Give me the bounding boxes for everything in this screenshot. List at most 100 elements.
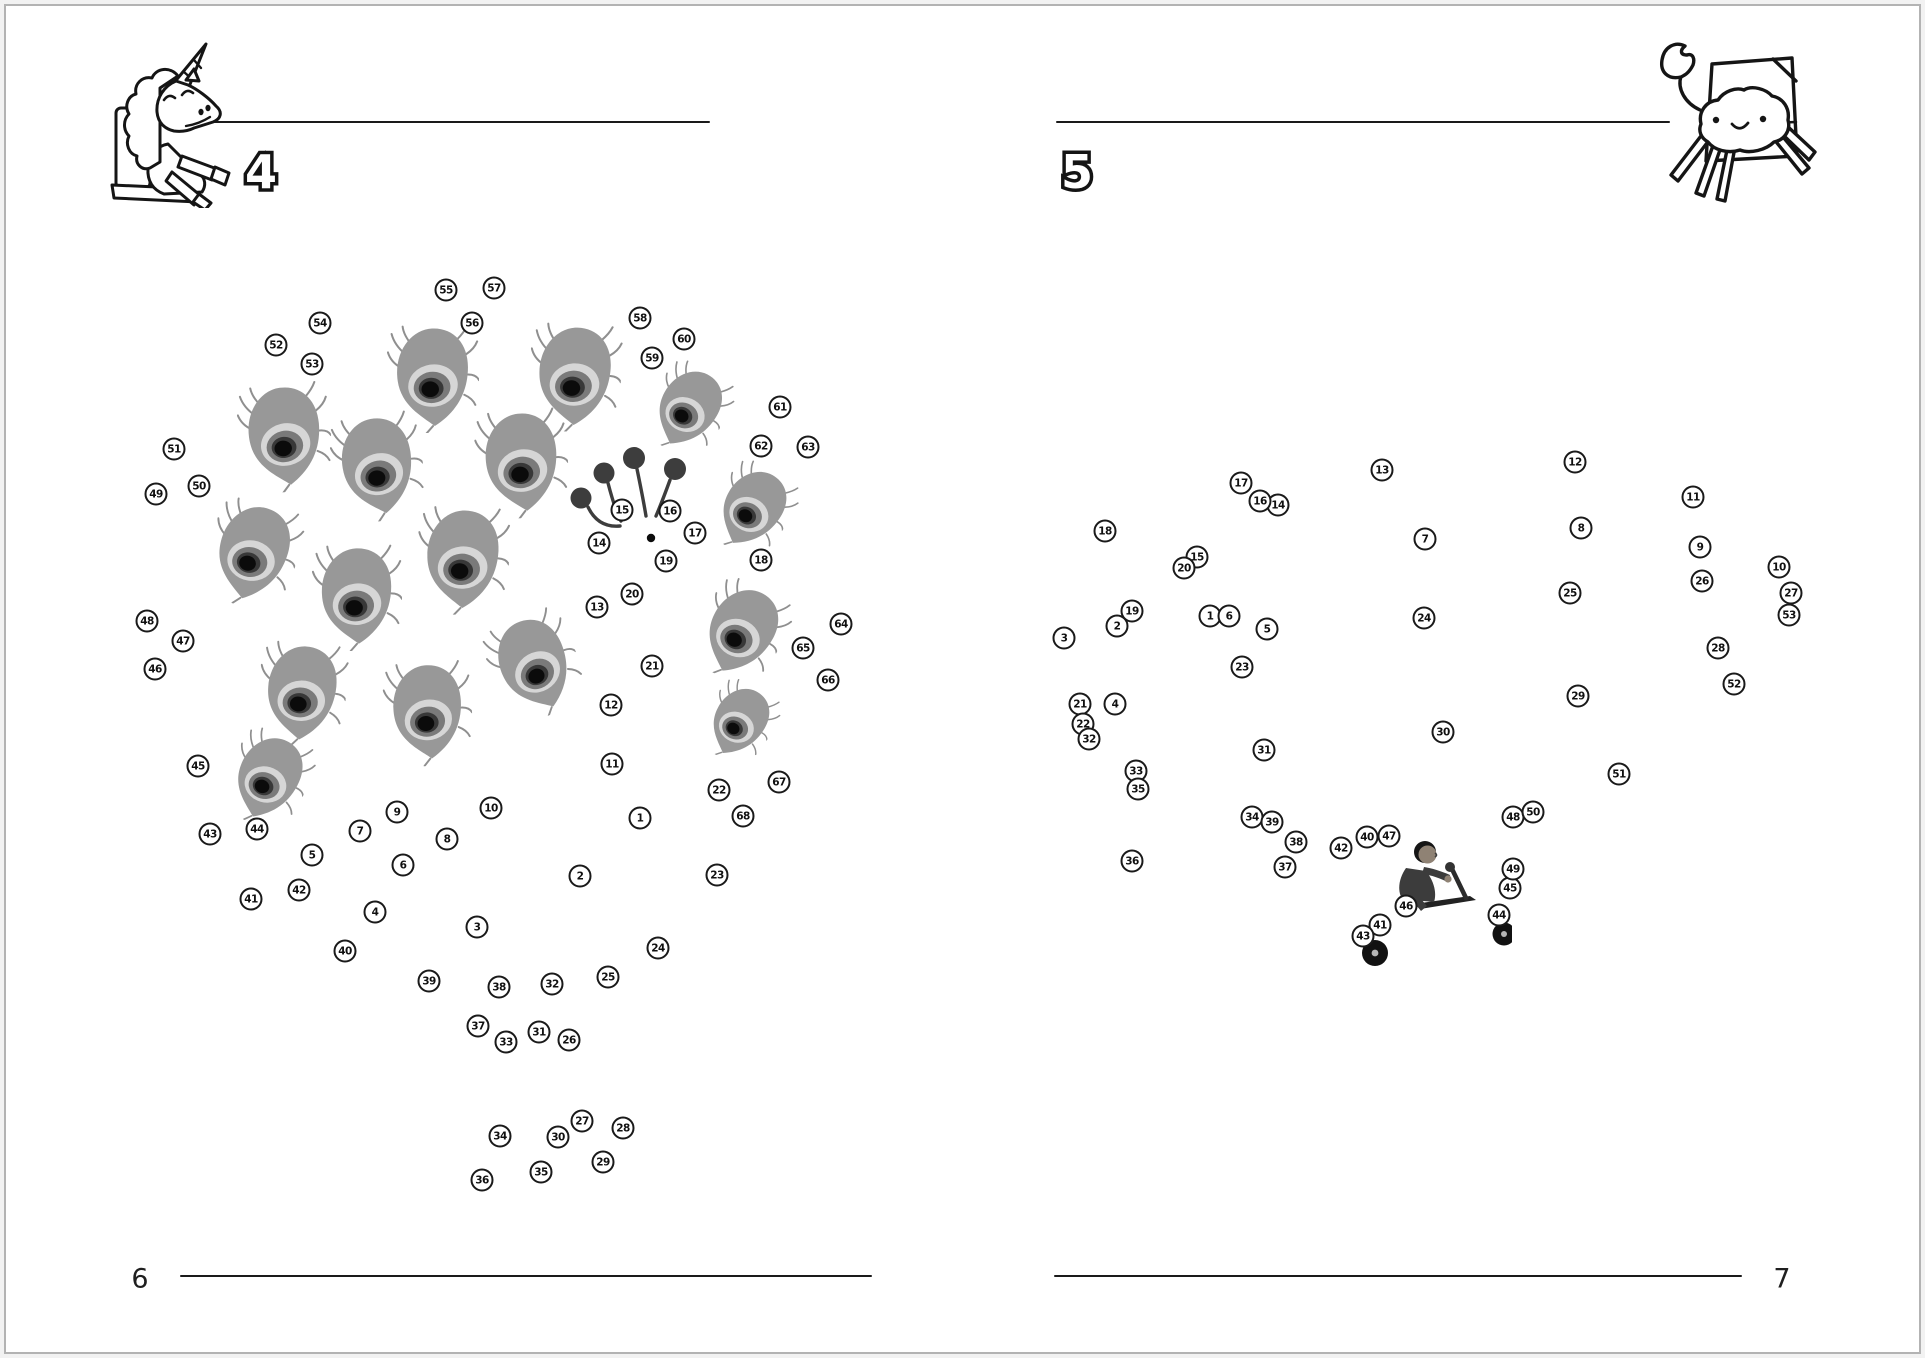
peacock-feather [472, 405, 571, 522]
dot-2: 2 [568, 864, 592, 888]
dot-15: 15 [610, 498, 634, 522]
peacock-feather-icon [418, 506, 511, 616]
dot-54: 54 [308, 311, 332, 335]
dot-68: 68 [731, 804, 755, 828]
dot-51: 51 [162, 437, 186, 461]
dot-58: 58 [628, 306, 652, 330]
title-line-left [213, 121, 710, 123]
dot-23: 23 [1230, 655, 1254, 679]
peacock-feather [476, 602, 594, 730]
dot-47: 47 [171, 629, 195, 653]
dot-23: 23 [705, 863, 729, 887]
dot-45: 45 [186, 754, 210, 778]
dot-44: 44 [245, 817, 269, 841]
dot-28: 28 [1706, 636, 1730, 660]
peacock-feather-icon [260, 640, 349, 747]
dot-64: 64 [829, 612, 853, 636]
dot-51: 51 [1607, 762, 1631, 786]
dot-49: 49 [144, 482, 168, 506]
dot-2: 2 [1105, 614, 1129, 638]
peacock-feather-icon [236, 380, 332, 494]
peacock-feather-icon [329, 410, 424, 523]
dot-11: 11 [600, 752, 624, 776]
dot-55: 55 [434, 278, 458, 302]
dot-42: 42 [287, 878, 311, 902]
dot-20: 20 [1172, 556, 1196, 580]
dot-27: 27 [1779, 581, 1803, 605]
svg-text:5: 5 [1061, 145, 1093, 199]
dot-49: 49 [1501, 857, 1525, 881]
dot-13: 13 [1370, 458, 1394, 482]
dot-4: 4 [1103, 692, 1127, 716]
dot-9: 9 [385, 800, 409, 824]
dot-52: 52 [1722, 672, 1746, 696]
peacock-feather [234, 378, 335, 496]
puzzle-number-right: 5 [1057, 142, 1096, 202]
dot-19: 19 [1120, 599, 1144, 623]
peacock-feather [381, 657, 474, 767]
dot-43: 43 [198, 822, 222, 846]
peacock-feather [387, 323, 479, 434]
dot-38: 38 [1284, 830, 1308, 854]
dot-12: 12 [599, 693, 623, 717]
dot-40: 40 [333, 939, 357, 963]
peacock-feather-icon [713, 679, 781, 756]
dot-50: 50 [187, 474, 211, 498]
dot-33: 33 [1124, 759, 1148, 783]
peacock-feather [326, 408, 430, 527]
dot-4: 4 [363, 900, 387, 924]
dot-22: 22 [707, 778, 731, 802]
dot-6: 6 [391, 853, 415, 877]
dot-20: 20 [620, 582, 644, 606]
crab-icon [1660, 42, 1817, 203]
dot-47: 47 [1377, 824, 1401, 848]
dot-1: 1 [628, 806, 652, 830]
dot-16: 16 [658, 499, 682, 523]
dot-36: 36 [470, 1168, 494, 1192]
dot-3: 3 [1052, 626, 1076, 650]
footer-line-left [180, 1275, 872, 1277]
peacock-feather-icon [723, 460, 799, 547]
dot-35: 35 [529, 1160, 553, 1184]
dot-25: 25 [596, 965, 620, 989]
dot-38: 38 [487, 975, 511, 999]
peacock-eye-dot [646, 533, 656, 543]
peacock-crest-icon [570, 447, 686, 543]
dot-5: 5 [1255, 617, 1279, 641]
dot-41: 41 [239, 887, 263, 911]
dot-62: 62 [749, 434, 773, 458]
peacock-feather [691, 672, 788, 774]
dot-24: 24 [1412, 606, 1436, 630]
dot-29: 29 [591, 1150, 615, 1174]
dot-34: 34 [488, 1124, 512, 1148]
dot-53: 53 [300, 352, 324, 376]
dot-39: 39 [1260, 810, 1284, 834]
dot-8: 8 [435, 827, 459, 851]
dot-5: 5 [300, 843, 324, 867]
peacock-feather-icon [312, 544, 402, 652]
dot-39: 39 [417, 969, 441, 993]
dot-10: 10 [479, 796, 503, 820]
dot-10: 10 [1767, 555, 1791, 579]
dot-30: 30 [546, 1125, 570, 1149]
dot-18: 18 [749, 548, 773, 572]
peacock-feather-icon [238, 727, 316, 820]
dot-31: 31 [1252, 738, 1276, 762]
peacock-feather-icon [382, 659, 473, 767]
dot-48: 48 [135, 609, 159, 633]
dot-12: 12 [1563, 450, 1587, 474]
peacock-feather [697, 452, 807, 567]
peacock-feather [682, 569, 801, 694]
dot-63: 63 [796, 435, 820, 459]
dot-52: 52 [264, 333, 288, 357]
dot-59: 59 [640, 346, 664, 370]
dot-16: 16 [1248, 489, 1272, 513]
dot-19: 19 [654, 549, 678, 573]
peacock-feather [414, 503, 512, 618]
peacock-feather-icon [709, 577, 793, 674]
page-number-left: 6 [131, 1263, 149, 1295]
dot-24: 24 [646, 936, 670, 960]
